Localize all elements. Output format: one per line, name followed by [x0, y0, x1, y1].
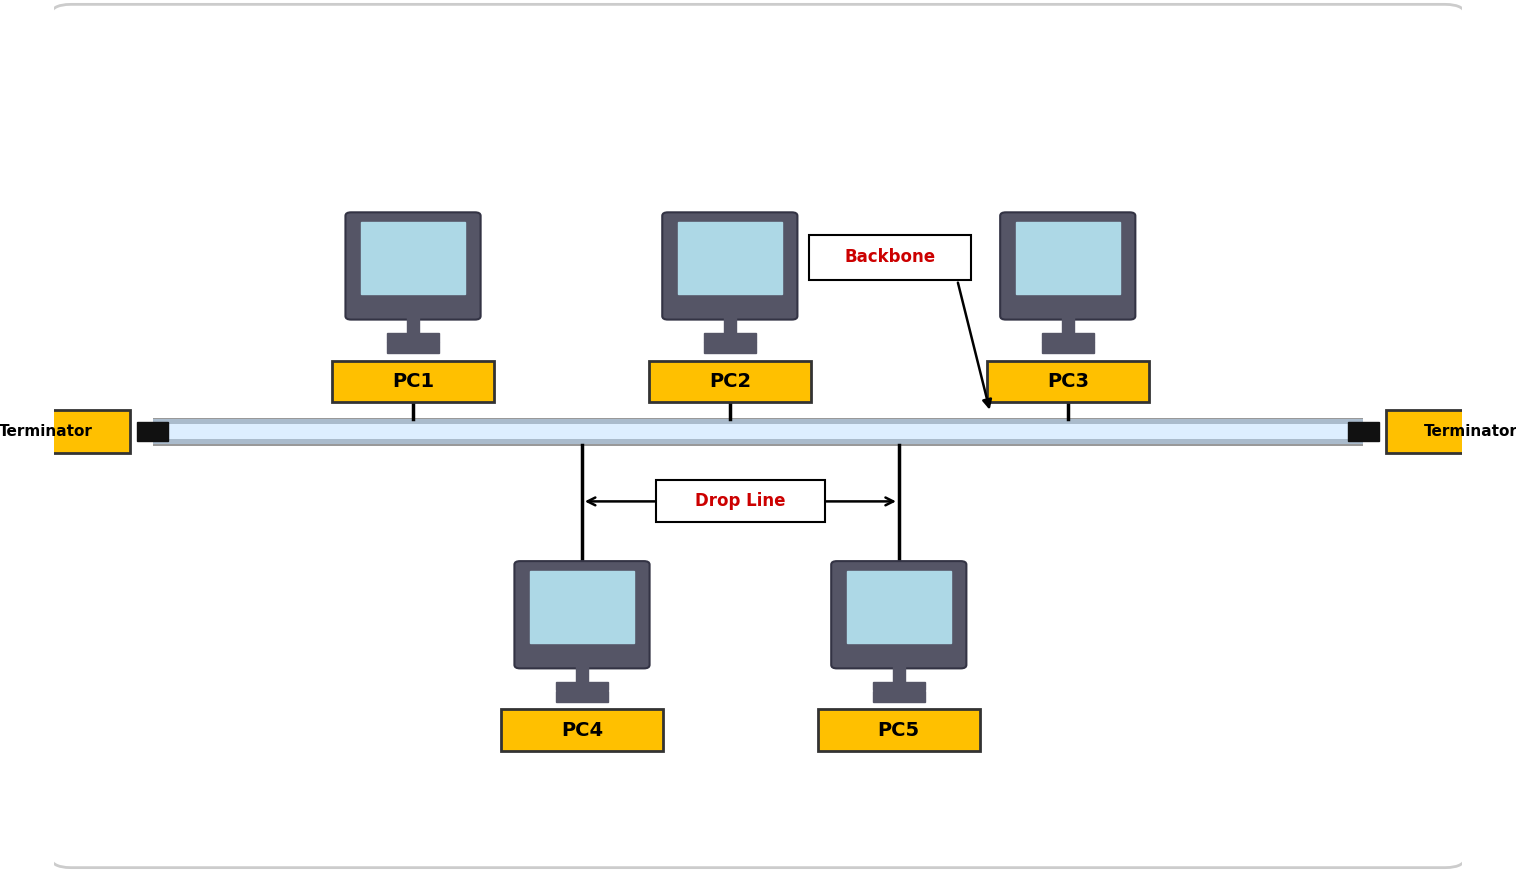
- Bar: [678, 222, 782, 294]
- Text: Backbone: Backbone: [844, 249, 935, 266]
- Bar: [703, 343, 756, 353]
- Text: PC1: PC1: [393, 372, 434, 391]
- FancyBboxPatch shape: [810, 235, 972, 280]
- Bar: [387, 333, 440, 342]
- FancyBboxPatch shape: [514, 562, 649, 668]
- FancyBboxPatch shape: [1001, 213, 1135, 320]
- Bar: [531, 571, 634, 643]
- Text: PC4: PC4: [561, 721, 603, 739]
- Text: Terminator: Terminator: [1424, 424, 1516, 439]
- Bar: [136, 422, 168, 441]
- FancyBboxPatch shape: [649, 361, 811, 403]
- Bar: [576, 664, 588, 692]
- Bar: [847, 571, 951, 643]
- Bar: [723, 317, 737, 344]
- Text: PC5: PC5: [878, 721, 920, 739]
- Bar: [1041, 343, 1093, 353]
- Bar: [556, 682, 608, 691]
- Bar: [406, 317, 420, 344]
- Bar: [1016, 222, 1120, 294]
- Bar: [153, 418, 1363, 446]
- FancyBboxPatch shape: [50, 4, 1466, 868]
- FancyBboxPatch shape: [500, 710, 662, 752]
- Text: Terminator: Terminator: [0, 424, 92, 439]
- Bar: [873, 682, 925, 691]
- Bar: [703, 333, 756, 342]
- FancyBboxPatch shape: [662, 213, 797, 320]
- FancyBboxPatch shape: [817, 710, 979, 752]
- Bar: [153, 419, 1363, 444]
- Bar: [153, 419, 1363, 424]
- FancyBboxPatch shape: [0, 410, 130, 453]
- Bar: [153, 439, 1363, 444]
- FancyBboxPatch shape: [656, 480, 825, 522]
- Text: Drop Line: Drop Line: [696, 493, 785, 510]
- FancyBboxPatch shape: [346, 213, 481, 320]
- Text: PC2: PC2: [709, 372, 750, 391]
- Bar: [361, 222, 465, 294]
- Bar: [1348, 422, 1380, 441]
- Bar: [893, 664, 905, 692]
- FancyBboxPatch shape: [1386, 410, 1516, 453]
- FancyBboxPatch shape: [987, 361, 1149, 403]
- Bar: [1061, 317, 1073, 344]
- Bar: [873, 691, 925, 701]
- Bar: [387, 343, 440, 353]
- FancyBboxPatch shape: [831, 562, 966, 668]
- FancyBboxPatch shape: [332, 361, 494, 403]
- Text: PC3: PC3: [1046, 372, 1088, 391]
- Bar: [556, 691, 608, 701]
- Bar: [1041, 333, 1093, 342]
